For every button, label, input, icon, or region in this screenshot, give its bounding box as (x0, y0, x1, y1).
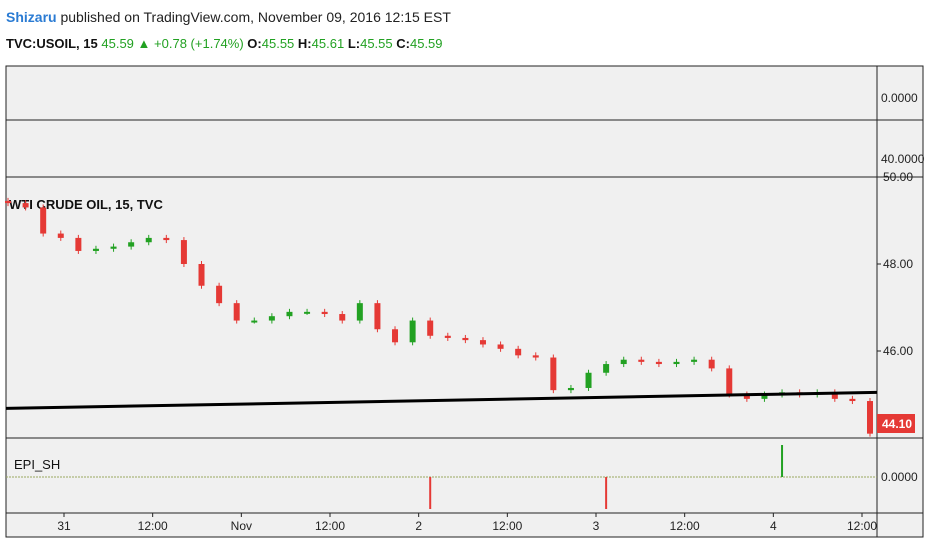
x-tick-label-0: 31 (57, 519, 71, 533)
x-tick-label-2: Nov (231, 519, 252, 533)
indicator-panel[interactable] (5, 437, 878, 514)
main-chart-title: WTI CRUDE OIL, 15, TVC (9, 197, 163, 212)
candle-body-15 (268, 316, 275, 321)
candle-body-7 (128, 242, 135, 247)
candle-body-1 (22, 203, 29, 208)
top-panel-1 (5, 65, 878, 121)
candle-body-16 (286, 311, 293, 317)
ohlc-bar: TVC:USOIL, 15 45.59 ▲ +0.78 (+1.74%) O:4… (6, 35, 443, 53)
x-tick-label-8: 4 (770, 519, 777, 533)
x-tick-label-9: 12:00 (847, 519, 877, 533)
publish-header: Shizaru published on TradingView.com, No… (6, 8, 451, 26)
candle-body-2 (40, 207, 47, 234)
candle-body-39 (691, 359, 698, 362)
time-axis[interactable] (5, 512, 878, 538)
candle-body-49 (867, 401, 873, 434)
candle-body-38 (673, 361, 680, 365)
candle-body-20 (356, 303, 363, 321)
candle-body-9 (163, 237, 170, 241)
candle-body-0 (5, 200, 11, 204)
candle-body-30 (532, 355, 539, 358)
y-tick-label-2: 46.00 (883, 344, 913, 358)
candle-body-22 (392, 329, 399, 343)
candle-body-12 (216, 285, 223, 304)
candle-body-14 (251, 320, 258, 323)
open-label: O: (247, 36, 262, 51)
candle-body-34 (603, 364, 610, 373)
candle-body-3 (57, 233, 64, 238)
candle-body-19 (339, 314, 346, 321)
x-tick-label-7: 12:00 (670, 519, 700, 533)
candle-body-33 (585, 372, 592, 388)
y-tick-label-0: 50.00 (883, 170, 913, 184)
up-arrow-icon: ▲ (137, 36, 151, 51)
x-tick-label-4: 2 (415, 519, 422, 533)
candle-body-31 (550, 357, 557, 391)
candle-body-10 (180, 240, 187, 264)
x-tick-label-3: 12:00 (315, 519, 345, 533)
candle-body-41 (726, 368, 733, 395)
candle-body-26 (462, 337, 469, 341)
price-change: +0.78 (+1.74%) (154, 36, 244, 51)
candle-body-36 (638, 359, 645, 362)
close-value: 45.59 (409, 36, 443, 51)
candle-body-18 (321, 311, 328, 315)
candle-body-29 (515, 348, 522, 356)
candle-body-4 (75, 237, 82, 251)
symbol-label: TVC:USOIL, 15 (6, 36, 98, 51)
candle-body-8 (145, 237, 152, 243)
indicator-title: EPI_SH (14, 457, 60, 472)
close-label: C: (396, 36, 410, 51)
trend-line[interactable] (5, 390, 878, 410)
candle-body-11 (198, 264, 205, 286)
last-price: 45.59 (101, 36, 134, 51)
author-link[interactable]: Shizaru (6, 9, 57, 25)
published-text: published on TradingView.com, November 0… (60, 9, 451, 25)
x-tick-label-1: 12:00 (138, 519, 168, 533)
high-value: 45.61 (311, 36, 345, 51)
candle-body-47 (831, 392, 838, 399)
candle-body-40 (708, 359, 715, 369)
x-tick-label-5: 12:00 (492, 519, 522, 533)
candle-body-23 (409, 320, 416, 343)
low-label: L: (347, 36, 361, 51)
candle-body-6 (110, 246, 117, 249)
candle-body-48 (849, 398, 856, 402)
candle-body-28 (497, 344, 504, 349)
candle-body-25 (444, 335, 451, 338)
candle-body-43 (761, 394, 768, 399)
candle-body-37 (655, 361, 662, 365)
candle-body-13 (233, 303, 240, 321)
x-tick-label-6: 3 (593, 519, 600, 533)
open-value: 45.55 (261, 36, 295, 51)
high-label: H: (297, 36, 312, 51)
last-price-tag (877, 414, 915, 433)
indicator-tick: 0.0000 (881, 470, 918, 484)
last-price-tag-text: 44.10 (882, 417, 912, 431)
candle-body-32 (567, 387, 574, 391)
candle-body-42 (743, 394, 750, 399)
price-axis[interactable] (876, 65, 924, 514)
candle-body-27 (479, 340, 486, 345)
y-tick-label-1: 48.00 (883, 257, 913, 271)
candle-body-24 (427, 320, 434, 336)
candle-body-35 (620, 359, 627, 365)
candle-body-21 (374, 303, 381, 330)
low-value: 45.55 (360, 36, 393, 51)
candle-body-17 (304, 311, 311, 314)
top1-tick: 0.0000 (881, 91, 918, 105)
candle-body-5 (92, 248, 99, 251)
top2-tick: 40.0000 (881, 152, 925, 166)
top-panel-2 (5, 119, 878, 178)
